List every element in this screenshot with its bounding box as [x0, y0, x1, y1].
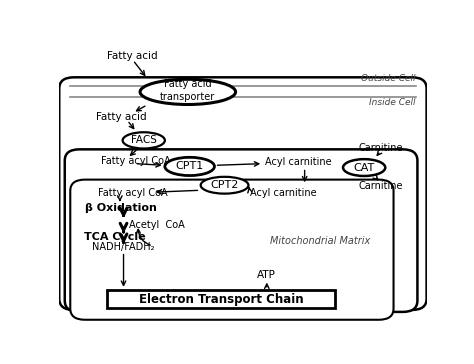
Text: Acyl carnitine: Acyl carnitine: [265, 157, 332, 167]
Text: Electron Transport Chain: Electron Transport Chain: [138, 293, 303, 306]
Text: ATP: ATP: [257, 270, 276, 281]
Text: Mitochondrial Matrix: Mitochondrial Matrix: [270, 236, 370, 246]
FancyBboxPatch shape: [70, 179, 393, 320]
Ellipse shape: [123, 132, 165, 149]
Text: Fatty acid
transporter: Fatty acid transporter: [160, 79, 216, 102]
Text: Fatty acyl CoA: Fatty acyl CoA: [98, 188, 167, 198]
Text: NADH/FADH₂: NADH/FADH₂: [92, 242, 155, 253]
Text: β Oxidation: β Oxidation: [85, 203, 157, 213]
Text: CPT1: CPT1: [175, 162, 204, 171]
Text: Outside Cell: Outside Cell: [361, 74, 416, 83]
FancyBboxPatch shape: [59, 77, 427, 310]
Text: FACS: FACS: [131, 135, 157, 145]
Ellipse shape: [140, 79, 236, 104]
Text: Carnitine: Carnitine: [358, 143, 403, 153]
Text: CAT: CAT: [354, 163, 375, 173]
Text: Acetyl  CoA: Acetyl CoA: [129, 220, 185, 230]
Ellipse shape: [343, 159, 385, 176]
Text: Fatty acid: Fatty acid: [108, 51, 158, 61]
Text: Fatty acyl CoA: Fatty acyl CoA: [101, 157, 171, 166]
Ellipse shape: [165, 157, 214, 175]
Text: Acyl carnitine: Acyl carnitine: [250, 188, 317, 198]
Text: Inside Cell: Inside Cell: [369, 98, 416, 107]
FancyBboxPatch shape: [107, 290, 335, 308]
Text: TCA Cycle: TCA Cycle: [84, 232, 146, 241]
Text: Carnitine: Carnitine: [358, 181, 403, 191]
FancyBboxPatch shape: [65, 149, 418, 312]
Ellipse shape: [201, 177, 248, 194]
Text: CPT2: CPT2: [210, 180, 239, 190]
Text: Fatty acid: Fatty acid: [96, 111, 147, 122]
